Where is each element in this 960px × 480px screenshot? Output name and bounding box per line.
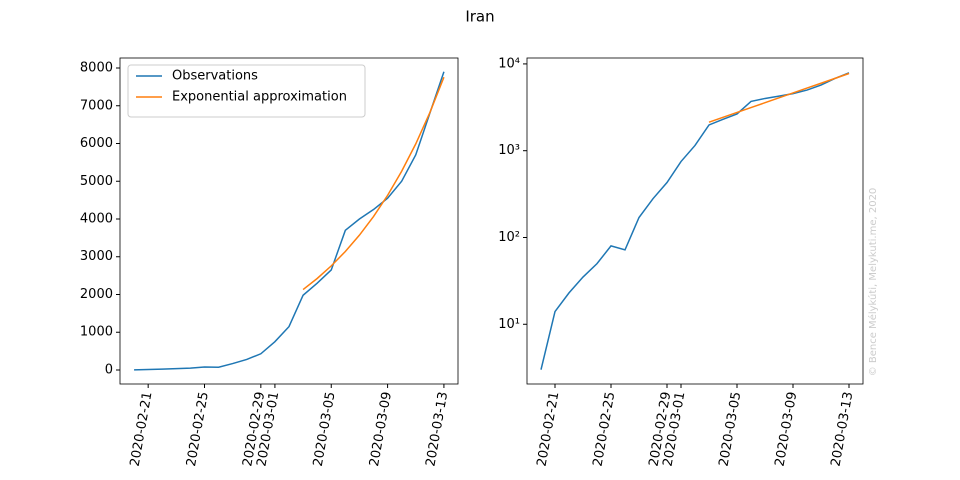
x-tick-label: 2020-02-25 bbox=[590, 391, 618, 468]
y-tick-label: 1000 bbox=[80, 325, 113, 340]
y-tick-label: 2000 bbox=[80, 287, 113, 302]
x-tick-label: 2020-02-25 bbox=[184, 391, 212, 468]
x-tick-label: 2020-03-09 bbox=[772, 391, 800, 468]
y-tick-label: 5000 bbox=[80, 174, 113, 189]
y-tick-label: 10³ bbox=[498, 143, 520, 158]
series-line bbox=[302, 76, 445, 291]
figure-title: Iran bbox=[465, 8, 494, 26]
x-tick-label: 2020-03-05 bbox=[716, 391, 744, 468]
legend-label: Exponential approximation bbox=[172, 90, 347, 105]
series-line bbox=[134, 71, 445, 371]
y-tick-label: 8000 bbox=[80, 61, 113, 76]
x-tick-label: 2020-03-05 bbox=[311, 391, 339, 468]
y-tick-label: 10¹ bbox=[498, 317, 520, 332]
axes-frame bbox=[526, 57, 864, 385]
series-line bbox=[708, 72, 850, 123]
y-tick-label: 0 bbox=[105, 362, 113, 377]
legend-label: Observations bbox=[172, 69, 258, 84]
x-tick-label: 2020-02-21 bbox=[534, 391, 562, 468]
x-tick-label: 2020-03-09 bbox=[367, 391, 395, 468]
x-tick-label: 2020-03-13 bbox=[423, 391, 451, 468]
y-tick-label: 6000 bbox=[80, 136, 113, 151]
y-tick-label: 4000 bbox=[80, 211, 113, 226]
watermark: © Bence Mélykúti, Melykuti.me, 2020 bbox=[867, 188, 879, 377]
y-tick-label: 7000 bbox=[80, 98, 113, 113]
axes-frame bbox=[119, 57, 459, 385]
x-tick-label: 2020-02-21 bbox=[128, 391, 156, 468]
legend-box bbox=[127, 64, 366, 118]
x-tick-label: 2020-03-13 bbox=[828, 391, 856, 468]
y-tick-label: 3000 bbox=[80, 249, 113, 264]
y-tick-label: 10⁴ bbox=[498, 56, 520, 71]
y-tick-label: 10² bbox=[498, 230, 520, 245]
series-line bbox=[540, 72, 850, 370]
